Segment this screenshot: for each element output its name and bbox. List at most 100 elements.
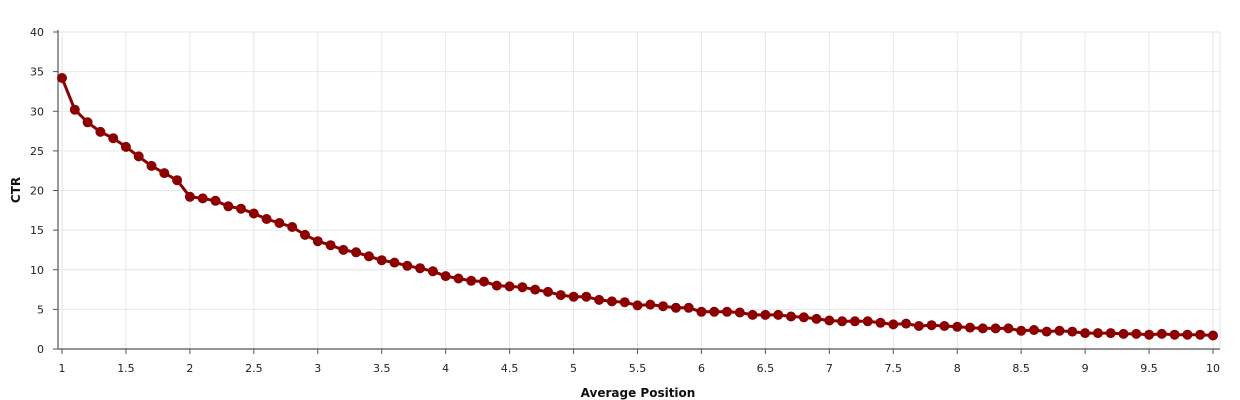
- y-tick-label: 25: [30, 145, 44, 158]
- data-point: [875, 317, 886, 328]
- x-tick-label: 9.5: [1140, 362, 1158, 375]
- data-point: [862, 316, 873, 327]
- x-tick-label: 4: [442, 362, 449, 375]
- y-tick-label: 0: [37, 343, 44, 356]
- data-point: [594, 294, 605, 305]
- data-point: [773, 309, 784, 320]
- data-point: [453, 273, 464, 284]
- data-point: [415, 263, 426, 274]
- data-point: [1054, 325, 1065, 336]
- data-point: [683, 302, 694, 313]
- data-point: [658, 301, 669, 312]
- y-tick-label: 5: [37, 303, 44, 316]
- x-tick-label: 8: [954, 362, 961, 375]
- data-point: [734, 307, 745, 318]
- data-point: [261, 214, 272, 224]
- data-point: [939, 321, 950, 331]
- data-point: [1029, 325, 1039, 335]
- data-point: [568, 291, 579, 302]
- x-tick-label: 9: [1082, 362, 1089, 375]
- data-point: [849, 316, 860, 327]
- x-tick-label: 5: [570, 362, 577, 375]
- data-point: [606, 296, 617, 307]
- data-point: [1182, 329, 1193, 340]
- data-point: [888, 319, 899, 330]
- data-point: [197, 193, 208, 204]
- y-tick-label: 15: [30, 224, 44, 237]
- tick-labels: 0 5 10 15 20 25 30 35 40 1 1.5 2 2.5 3 3.5 4 4.5 5 5.5 6 6.5…: [30, 26, 1220, 375]
- data-point: [837, 316, 848, 327]
- data-point: [338, 244, 349, 255]
- data-point: [1003, 323, 1014, 334]
- data-point: [1131, 328, 1142, 339]
- data-point: [120, 141, 131, 152]
- data-point: [351, 247, 362, 258]
- data-point: [645, 299, 656, 310]
- data-point: [466, 275, 477, 286]
- data-point: [57, 73, 67, 83]
- data-point: [926, 320, 937, 331]
- x-axis-title: Average Position: [581, 386, 696, 400]
- data-point: [287, 222, 298, 232]
- data-point: [146, 160, 157, 171]
- x-tick-label: 3: [314, 362, 321, 375]
- data-point: [325, 240, 336, 251]
- axes: [53, 30, 1220, 354]
- data-point: [363, 251, 374, 262]
- x-tick-label: 7: [826, 362, 833, 375]
- data-point: [1016, 325, 1027, 336]
- x-tick-label: 7.5: [885, 362, 903, 375]
- data-point: [427, 266, 438, 277]
- data-point: [632, 300, 643, 311]
- data-point: [1156, 328, 1167, 339]
- data-point: [300, 229, 310, 240]
- data-point: [696, 306, 707, 317]
- y-axis-title: CTR: [9, 177, 23, 203]
- data-point: [389, 257, 400, 268]
- data-point: [1080, 328, 1091, 339]
- y-tick-label: 20: [30, 185, 44, 198]
- data-point: [581, 291, 592, 302]
- x-tick-label: 1.5: [117, 362, 135, 375]
- data-point: [1195, 329, 1206, 340]
- x-tick-label: 6.5: [757, 362, 775, 375]
- data-point: [517, 282, 528, 293]
- data-point: [952, 321, 963, 332]
- y-tick-label: 35: [30, 66, 44, 79]
- data-point: [479, 276, 489, 287]
- data-point: [440, 271, 451, 282]
- data-point: [786, 311, 796, 322]
- data-point: [1144, 329, 1155, 340]
- data-point: [69, 104, 80, 115]
- data-point: [965, 322, 975, 333]
- data-point: [133, 151, 144, 162]
- data-point: [670, 302, 681, 313]
- series: [57, 73, 1218, 341]
- x-tick-label: 2.5: [245, 362, 263, 375]
- data-point: [82, 117, 93, 128]
- data-point: [274, 218, 285, 228]
- data-point: [184, 191, 195, 202]
- data-point: [172, 175, 183, 186]
- x-tick-label: 4.5: [501, 362, 519, 375]
- data-point: [530, 284, 541, 295]
- data-point: [1067, 326, 1078, 337]
- data-point: [824, 315, 835, 326]
- data-point: [159, 168, 170, 179]
- data-point: [977, 323, 988, 334]
- data-point: [491, 280, 502, 291]
- data-point: [1105, 328, 1116, 339]
- data-point: [1041, 326, 1052, 337]
- data-point: [990, 323, 1001, 334]
- data-point: [1169, 329, 1180, 340]
- x-tick-label: 10: [1206, 362, 1220, 375]
- x-tick-label: 6: [698, 362, 705, 375]
- data-point: [248, 208, 259, 219]
- data-point: [709, 306, 720, 317]
- data-point: [95, 126, 106, 137]
- data-point: [555, 290, 566, 301]
- grid: [58, 31, 1221, 350]
- data-point: [619, 297, 630, 308]
- data-point: [223, 201, 234, 212]
